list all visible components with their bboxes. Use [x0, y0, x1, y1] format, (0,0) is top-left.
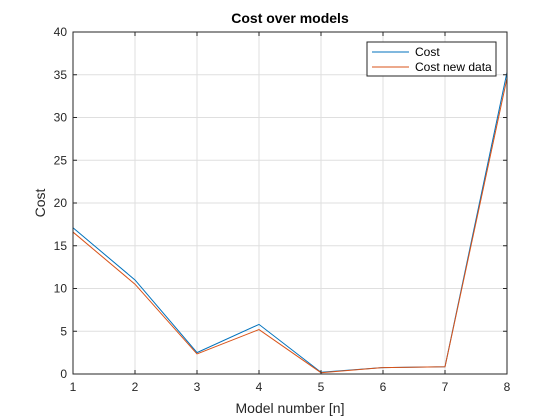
x-tick-label: 2 [132, 380, 139, 394]
y-tick-label: 10 [54, 282, 68, 296]
legend-label-cost: Cost [415, 45, 440, 59]
x-tick-label: 8 [504, 380, 511, 394]
x-tick-label: 1 [70, 380, 77, 394]
y-tick-label: 40 [54, 25, 68, 39]
y-tick-label: 0 [60, 367, 67, 381]
x-tick-label: 4 [256, 380, 263, 394]
legend: Cost Cost new data [366, 41, 497, 77]
x-tick-label: 7 [442, 380, 449, 394]
axis-ticks: 1 2 3 4 5 6 7 8 0 5 10 15 20 25 30 35 40 [54, 25, 511, 394]
x-tick-label: 5 [318, 380, 325, 394]
y-tick-label: 30 [54, 111, 68, 125]
y-tick-label: 25 [54, 153, 68, 167]
y-tick-label: 15 [54, 239, 68, 253]
y-tick-label: 20 [54, 196, 68, 210]
y-tick-label: 35 [54, 68, 68, 82]
x-axis-label: Model number [n] [236, 400, 345, 416]
legend-label-cost-new-data: Cost new data [415, 60, 492, 74]
series-lines [72, 72, 508, 374]
legend-box [366, 41, 497, 77]
x-tick-label: 3 [194, 380, 201, 394]
x-tick-label: 6 [380, 380, 387, 394]
chart-title: Cost over models [231, 10, 349, 26]
series-line-cost-new-data [72, 78, 508, 374]
y-tick-label: 5 [60, 324, 67, 338]
y-axis-label: Cost [32, 189, 48, 218]
